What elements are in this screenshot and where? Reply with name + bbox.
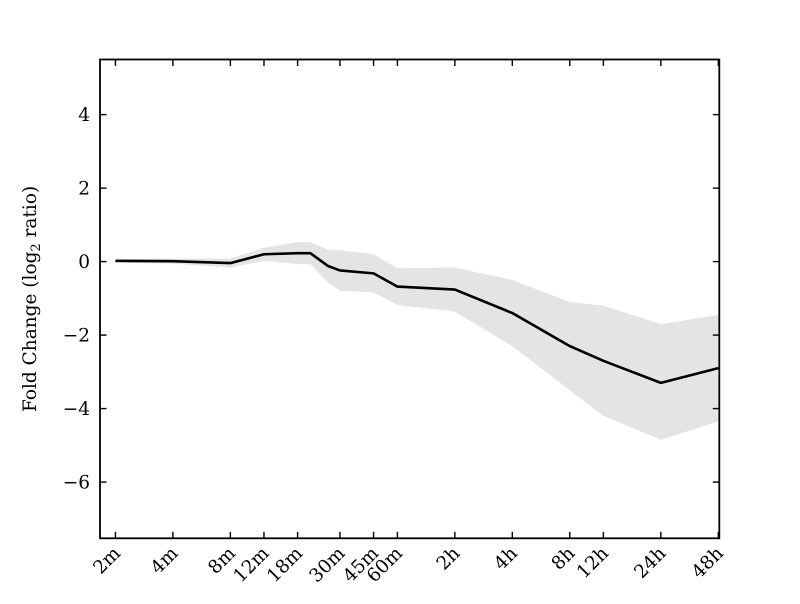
x-tick-label: 48h (688, 543, 728, 583)
y-tick-label: 4 (78, 105, 90, 126)
x-tick-label: 12h (573, 543, 613, 583)
x-tick-label: 30m (306, 543, 350, 587)
y-tick-label: −2 (63, 325, 90, 346)
x-tick-label: 2h (433, 543, 465, 575)
x-tick-label: 4h (490, 543, 522, 575)
mean-line (115, 251, 719, 385)
tick-marks (100, 59, 720, 539)
x-tick-label: 24h (630, 543, 670, 583)
uncertainty-band (115, 242, 719, 440)
x-tick-label: 2m (89, 543, 125, 579)
axes-frame (99, 58, 721, 540)
y-axis-label: Fold Change (log2 ratio) (20, 186, 44, 412)
y-tick-label: 2 (78, 178, 90, 199)
y-tick-label: 0 (78, 252, 90, 273)
x-tick-label: 4m (147, 543, 183, 579)
x-tick-label: 18m (263, 543, 307, 587)
y-tick-label: −4 (63, 399, 90, 420)
x-tick-label: 12m (230, 543, 274, 587)
y-tick-label: −6 (63, 472, 90, 493)
